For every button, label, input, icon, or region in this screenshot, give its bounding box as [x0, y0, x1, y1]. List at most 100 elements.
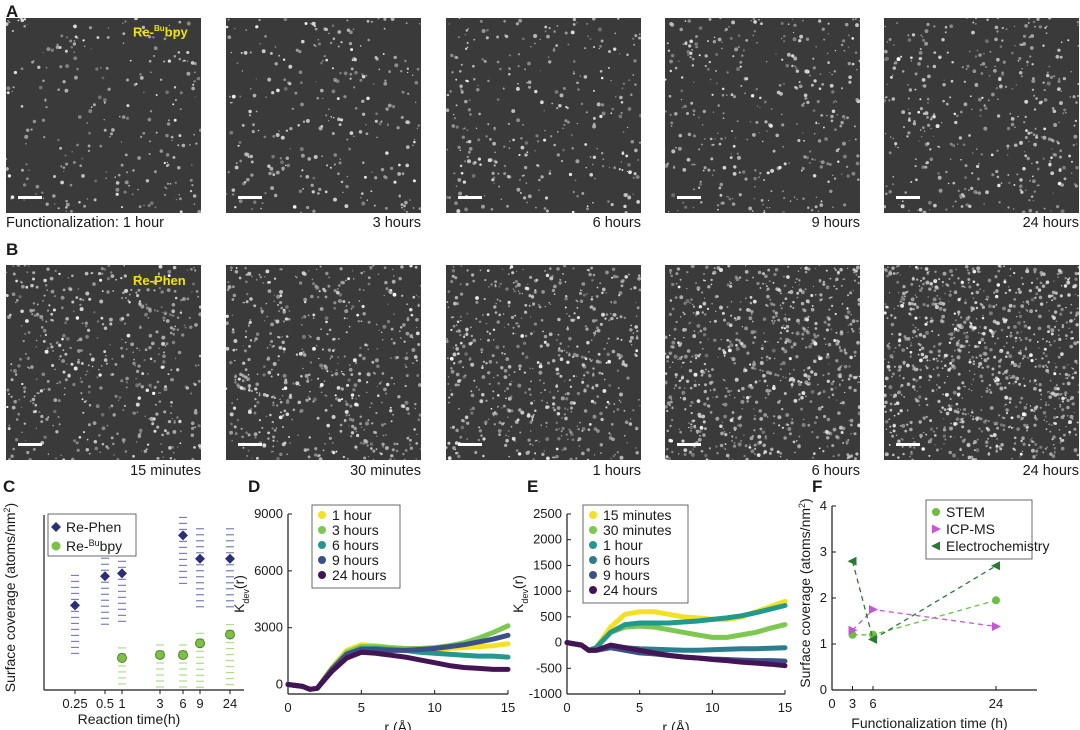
panel-c-xtick-label: 1	[118, 696, 125, 711]
legend-marker	[589, 571, 597, 579]
panel-f-xlabel: Functionalization time (h)	[851, 715, 1007, 730]
legend-label: 15 minutes	[603, 507, 671, 523]
ytick-label: 3000	[254, 620, 283, 635]
legend-marker	[589, 586, 597, 594]
ytick-label: 0	[276, 677, 283, 692]
legend-marker	[318, 511, 326, 519]
panel-c-legend-marker-rephen	[51, 522, 61, 532]
panel-f-legend-marker	[932, 524, 941, 534]
panel-c-xtick-label: 0.5	[96, 696, 114, 711]
panel-f-series-line	[852, 599, 997, 636]
stem-image-rephen-1	[6, 265, 201, 460]
legend-label: 24 hours	[332, 567, 386, 583]
panel-label-e: E	[527, 477, 538, 496]
panel-f-ytick-label: 0	[820, 682, 827, 697]
stem-image-rebpy-1	[6, 18, 201, 213]
panel-f-xtick-label: 0	[828, 696, 835, 711]
panel-c-xtick-label: 9	[196, 696, 203, 711]
xtick-label: 0	[284, 700, 291, 715]
legend-marker	[589, 511, 597, 519]
legend-marker	[318, 541, 326, 549]
panel-c-xtick-label: 6	[179, 696, 186, 711]
stem-image-rebpy-3	[446, 18, 641, 213]
panel-f-legend-label: ICP-MS	[946, 521, 995, 537]
xtick-label: 10	[705, 700, 719, 715]
xtick-label: 15	[778, 700, 792, 715]
caption-rebpy-5: 24 hours	[1022, 215, 1079, 231]
ytick-label: -1000	[529, 686, 562, 701]
panel-c-point-rephen	[178, 530, 188, 541]
ytick-label: 2500	[533, 506, 562, 521]
scale-bar	[18, 196, 42, 199]
panel-f-legend-marker	[932, 508, 940, 516]
panel-c-xlabel: Reaction time(h)	[78, 711, 181, 727]
legend-marker	[589, 541, 597, 549]
scale-bar	[896, 196, 920, 199]
panel-f-point-icpms	[848, 625, 858, 635]
sample-label-rephen: Re-Phen	[133, 273, 186, 288]
ytick-label: 6000	[254, 563, 283, 578]
panel-label-c: C	[3, 477, 15, 496]
panel-label-f: F	[812, 477, 822, 496]
panel-f-point-icpms	[992, 622, 1001, 632]
scale-bar	[677, 443, 701, 446]
stem-image-rebpy-4	[665, 18, 860, 213]
series-line-2	[564, 603, 788, 653]
panel-d-xlabel: r (Å)	[384, 719, 411, 730]
panel-c-point-rebpy	[195, 638, 205, 649]
panel-c-legend-rephen: Re-Phen	[66, 519, 121, 535]
scale-bar	[896, 443, 920, 446]
panel-c-xtick-label: 3	[156, 696, 163, 711]
xtick-label: 15	[501, 700, 515, 715]
panel-f-legend	[925, 499, 1033, 560]
panel-c-point-rephen	[117, 568, 127, 579]
stem-image-rebpy-2	[226, 18, 421, 213]
panel-label-a: A	[6, 2, 19, 21]
legend-label: 9 hours	[603, 567, 650, 583]
panel-c-point-rephen	[70, 600, 80, 611]
caption-rephen-2: 30 minutes	[350, 463, 421, 479]
legend-label: 6 hours	[332, 537, 379, 553]
panel-c-legend-marker-rebpy	[51, 541, 61, 551]
legend-label: 24 hours	[603, 582, 657, 598]
panel-f-ytick-label: 2	[820, 590, 827, 605]
scale-bar	[18, 443, 42, 446]
legend-label: 9 hours	[332, 552, 379, 568]
caption-rebpy-3: 6 hours	[592, 215, 641, 231]
panel-c-point-rebpy	[155, 650, 165, 660]
legend-marker	[318, 526, 326, 534]
stem-image-rebpy-5	[884, 18, 1079, 213]
panel-f-xtick-label: 24	[989, 696, 1003, 711]
panel-f-point-echem	[847, 556, 857, 566]
legend-label: 1 hour	[332, 507, 372, 523]
sample-label-base: Re-	[133, 24, 154, 40]
ytick-label: 2000	[533, 532, 562, 547]
sample-label-rebpy: Re-Bubpy	[133, 24, 188, 39]
scale-bar	[677, 196, 701, 199]
xtick-label: 0	[563, 700, 570, 715]
series-line-4	[285, 649, 511, 692]
panel-e-xlabel: r (Å)	[662, 719, 689, 730]
panel-f-xtick-label: 6	[869, 696, 876, 711]
panel-c-point-rephen	[195, 553, 205, 564]
panel-label-b: B	[6, 240, 19, 259]
caption-rebpy-2: 3 hours	[372, 215, 421, 231]
panel-e-ylabel: Kdev(r)	[510, 575, 530, 613]
panel-c-ylabel: Surface coverage (atoms/nm2)	[2, 503, 18, 692]
panel-d-legend	[311, 504, 401, 589]
panel-c-point-rebpy	[178, 650, 188, 660]
ytick-label: 0	[555, 635, 562, 650]
legend-label: 3 hours	[332, 522, 379, 538]
scale-bar	[458, 196, 482, 199]
legend-label: 1 hour	[603, 537, 643, 553]
panel-f-xtick-label: 3	[849, 696, 856, 711]
panel-c-point-rebpy	[225, 629, 235, 640]
xtick-label: 5	[636, 700, 643, 715]
panel-f-ytick-label: 1	[820, 636, 827, 651]
xtick-label: 10	[427, 700, 441, 715]
panel-c-xtick-label: 0.25	[62, 696, 87, 711]
ytick-label: 9000	[254, 506, 283, 521]
legend-label: 30 minutes	[603, 522, 671, 538]
caption-rebpy-1: Functionalization: 1 hour	[6, 215, 164, 231]
